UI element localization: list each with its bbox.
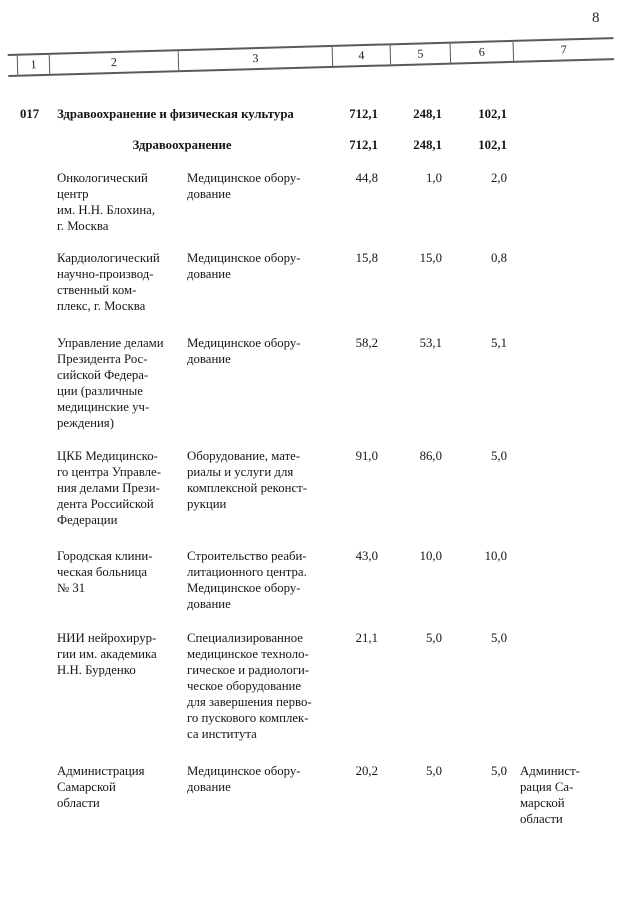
value-col5: 248,1 xyxy=(413,138,442,152)
value-col4: 20,2 xyxy=(355,764,378,778)
description-cell: Строительство реаби- литационного центра… xyxy=(187,549,307,611)
value-col6: 5,0 xyxy=(491,631,507,645)
org-name-cell: Администрация Самарской области xyxy=(57,764,145,810)
value-col4: 43,0 xyxy=(355,549,378,563)
value-col5: 10,0 xyxy=(419,549,442,563)
value-col4: 21,1 xyxy=(355,631,378,645)
value-col5: 15,0 xyxy=(419,251,442,265)
org-name-cell: НИИ нейрохирур- гии им. академика Н.Н. Б… xyxy=(57,631,157,677)
table-row: Управление делами Президента Рос- сийско… xyxy=(0,335,640,431)
value-col6: 102,1 xyxy=(478,138,507,152)
value-col4: 712,1 xyxy=(349,107,378,121)
section-title: Здравоохранение и физическая культура xyxy=(57,107,294,121)
value-col4: 15,8 xyxy=(355,251,378,265)
value-col5: 1,0 xyxy=(426,171,442,185)
executor-cell: Админист- рация Са- марской области xyxy=(520,764,580,826)
value-col4: 712,1 xyxy=(349,138,378,152)
description-cell: Медицинское обору- дование xyxy=(187,171,301,201)
description-cell: Оборудование, мате- риалы и услуги для к… xyxy=(187,449,308,511)
value-col6: 102,1 xyxy=(478,107,507,121)
table-row: НИИ нейрохирур- гии им. академика Н.Н. Б… xyxy=(0,630,640,742)
column-header-2: 2 xyxy=(48,51,179,74)
table-row: Администрация Самарской области Медицинс… xyxy=(0,763,640,827)
column-header-4: 4 xyxy=(331,45,391,66)
table-column-number-header: 1 2 3 4 5 6 7 xyxy=(7,37,615,77)
org-name-cell: ЦКБ Медицинско- го центра Управле- ния д… xyxy=(57,449,161,527)
table-row: Онкологический центр им. Н.Н. Блохина, г… xyxy=(0,170,640,234)
description-cell: Медицинское обору- дование xyxy=(187,764,301,794)
table-row: Кардиологический научно-производ- ственн… xyxy=(0,250,640,314)
column-header-3: 3 xyxy=(177,46,333,71)
column-header-1: 1 xyxy=(16,54,50,75)
subsection-title: Здравоохранение xyxy=(132,138,232,152)
description-cell: Медицинское обору- дование xyxy=(187,336,301,366)
value-col6: 5,1 xyxy=(491,336,507,350)
description-cell: Специализированное медицинское техноло- … xyxy=(187,631,312,741)
table-row: ЦКБ Медицинско- го центра Управле- ния д… xyxy=(0,448,640,528)
value-col6: 2,0 xyxy=(491,171,507,185)
value-col5: 53,1 xyxy=(419,336,442,350)
org-name-cell: Онкологический центр им. Н.Н. Блохина, г… xyxy=(57,171,156,233)
description-cell: Медицинское обору- дование xyxy=(187,251,301,281)
value-col4: 58,2 xyxy=(355,336,378,350)
value-col5: 5,0 xyxy=(426,764,442,778)
org-name-cell: Городская клини- ческая больница № 31 xyxy=(57,549,153,595)
column-header-6: 6 xyxy=(449,41,514,63)
value-col5: 86,0 xyxy=(419,449,442,463)
value-col4: 44,8 xyxy=(355,171,378,185)
table-body: 017 Здравоохранение и физическая культур… xyxy=(0,106,640,827)
value-col6: 10,0 xyxy=(484,549,507,563)
table-row-section: 017 Здравоохранение и физическая культур… xyxy=(0,106,640,122)
column-header-5: 5 xyxy=(389,43,451,65)
table-row-subsection: Здравоохранение 712,1 248,1 102,1 xyxy=(0,137,640,153)
section-code: 017 xyxy=(20,107,40,121)
org-name-cell: Управление делами Президента Рос- сийско… xyxy=(57,336,164,430)
value-col6: 5,0 xyxy=(491,449,507,463)
value-col6: 5,0 xyxy=(491,764,507,778)
value-col6: 0,8 xyxy=(491,251,507,265)
page-number: 8 xyxy=(592,10,600,26)
table-row: Городская клини- ческая больница № 31 Ст… xyxy=(0,548,640,612)
value-col5: 5,0 xyxy=(426,631,442,645)
value-col4: 91,0 xyxy=(355,449,378,463)
org-name-cell: Кардиологический научно-производ- ственн… xyxy=(57,251,160,313)
value-col5: 248,1 xyxy=(413,107,442,121)
column-header-7: 7 xyxy=(512,39,615,61)
